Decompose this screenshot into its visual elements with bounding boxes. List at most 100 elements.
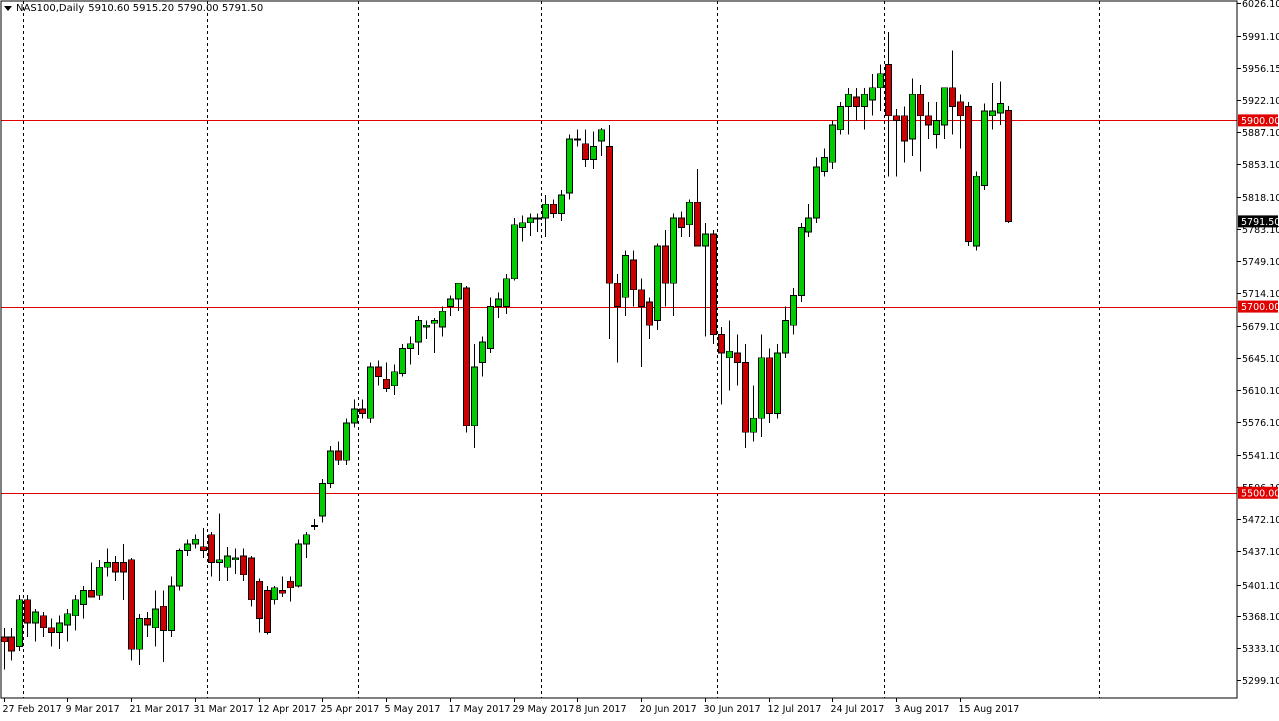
bull-candle [471,366,478,427]
level-price-tag [1238,300,1278,313]
bull-candle [423,324,430,328]
bull-candle [566,138,573,194]
price-tick-label: 5333.10 [1242,644,1279,655]
bear-candle [614,282,621,307]
time-tick-label: 5 May 2017 [385,704,441,715]
price-tick-label: 5472.10 [1242,515,1279,526]
bear-candle [256,580,263,619]
time-tick-label: 9 Mar 2017 [66,704,120,715]
bull-candle [136,618,143,650]
price-tick-label: 5818.10 [1242,193,1279,204]
bull-candle [774,352,781,415]
bull-candle [989,110,996,117]
candles [1,31,1012,670]
bear-candle [112,562,119,573]
time-tick-label: 31 Mar 2017 [194,704,254,715]
bear-candle [646,301,653,326]
bull-candle [216,559,223,563]
bear-candle [335,450,342,461]
bull-candle [861,93,868,107]
bull-candle [782,320,789,354]
current-price-tag [1238,215,1278,228]
bear-candle [582,143,589,160]
bull-candle [622,254,629,298]
bear-candle [208,534,215,563]
bear-candle [901,115,908,142]
bear-candle [24,599,31,624]
level-price-tag-label: 5500.00 [1241,488,1279,499]
bear-candle [120,562,127,573]
bull-candle [574,138,581,141]
dropdown-triangle-icon[interactable] [4,6,12,11]
bull-candle [152,608,159,629]
bear-candle [240,555,247,576]
level-price-tag [1238,486,1278,499]
bull-candle [224,555,231,568]
bull-candle [534,217,541,220]
bear-candle [734,352,741,363]
price-tick-label: 5679.10 [1242,322,1279,333]
price-tick-label: 6026.10 [1242,0,1279,10]
price-tick-label: 5749.10 [1242,257,1279,268]
bull-candle [479,341,486,363]
level-price-tag-label: 5700.00 [1241,302,1279,313]
bull-candle [758,357,765,419]
bear-candle [88,590,95,598]
bull-candle [813,166,820,219]
time-axis: 27 Feb 2017 9 Mar 2017 21 Mar 2017 31 Mar 2… [3,698,1019,715]
time-tick-label: 24 Jul 2017 [831,704,885,715]
current-price-tag-label: 5791.50 [1241,217,1279,228]
ohlc-readout: 5910.60 5915.20 5790.00 5791.50 [88,3,264,14]
bear-candle [742,362,749,433]
price-tick-label: 5887.10 [1242,128,1279,139]
bull-candle [351,408,358,424]
bull-candle [32,611,39,624]
bull-candle [869,87,876,101]
bull-candle [821,157,828,172]
bull-candle [909,93,916,140]
price-tick-label: 5853.10 [1242,160,1279,171]
bull-candle [319,483,326,517]
bear-candle [8,636,15,652]
bull-candle [407,343,414,349]
time-tick-label: 12 Apr 2017 [258,704,317,715]
bear-candle [710,233,717,335]
price-tick-label: 5299.10 [1242,676,1279,687]
time-tick-label: 27 Feb 2017 [3,704,62,715]
bear-candle [893,115,900,121]
bull-candle [542,203,549,219]
bear-candle [957,101,964,117]
bull-candle [997,103,1004,114]
bull-candle [439,310,446,328]
bull-candle [72,599,79,617]
bear-candle [550,203,557,214]
bear-candle [264,590,271,633]
bear-candle [200,546,207,551]
bear-candle [144,618,151,626]
bear-candle [766,357,773,415]
time-tick-label: 30 Jun 2017 [704,704,761,715]
bull-candle [415,320,422,343]
price-tick-label: 5922.10 [1242,96,1279,107]
price-axis: 6026.10 5991.10 5956.15 5922.10 5887.10 5853.… [1237,0,1279,687]
bull-candle [495,298,502,307]
bull-candle [750,417,757,433]
time-tick-label: 3 Aug 2017 [895,704,950,715]
bear-candle [965,106,972,242]
bull-candle [981,110,988,186]
bear-candle [694,201,701,247]
bull-candle [96,566,103,596]
bear-candle [885,64,892,117]
bull-candle [64,613,71,626]
bull-candle [519,222,526,228]
bull-candle [327,450,334,484]
bull-candle [455,282,462,300]
bull-candle [184,543,191,551]
time-tick-label: 17 May 2017 [449,704,511,715]
bear-candle [925,115,932,126]
bull-candle [670,217,677,284]
symbol-label: NAS100,Daily [16,3,85,14]
bear-candle [606,146,613,284]
